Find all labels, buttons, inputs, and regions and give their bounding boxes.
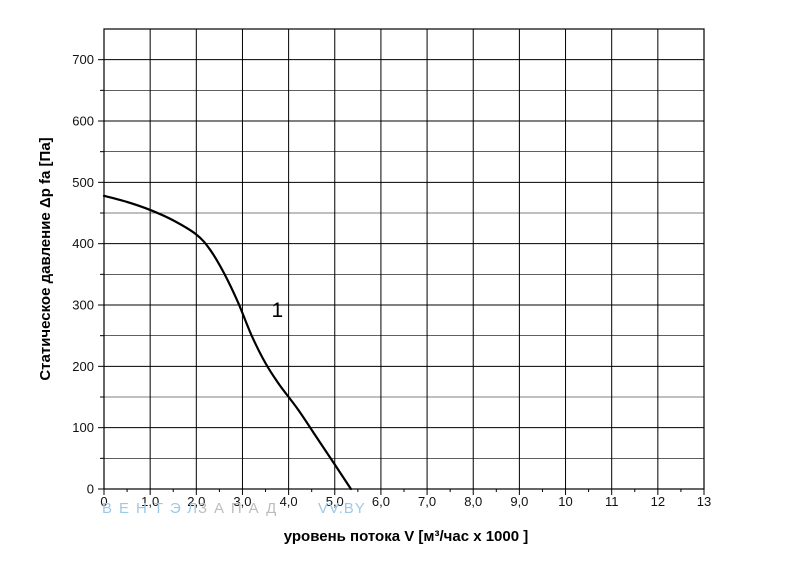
y-tick-label: 600 [72, 114, 94, 129]
x-tick-label: 2,0 [187, 494, 205, 509]
x-tick-label: 9,0 [510, 494, 528, 509]
x-tick-label: 5,0 [326, 494, 344, 509]
x-tick-label: 1,0 [141, 494, 159, 509]
y-tick-label: 400 [72, 236, 94, 251]
curve-label-1: 1 [272, 299, 284, 322]
x-tick-label: 12 [651, 494, 665, 509]
x-tick-label: 7,0 [418, 494, 436, 509]
y-tick-label: 300 [72, 298, 94, 313]
x-tick-label: 4,0 [280, 494, 298, 509]
y-tick-label: 0 [87, 482, 94, 497]
y-axis-title: Статическое давление Δp fa [Па] [37, 137, 54, 380]
watermark-part-2: ЗАПАД [198, 500, 283, 517]
x-tick-label: 3,0 [233, 494, 251, 509]
y-tick-label: 500 [72, 175, 94, 190]
x-tick-label: 0 [100, 494, 107, 509]
x-tick-label: 8,0 [464, 494, 482, 509]
series-line-1 [102, 194, 353, 491]
watermark-part-3: VV.BY [318, 500, 366, 517]
watermark: ВЕНТЭЛ ЗАПАД VV.BY [102, 500, 366, 517]
y-tick-label: 200 [72, 359, 94, 374]
y-tick-label: 700 [72, 52, 94, 67]
x-axis-title: уровень потока V [м³/час x 1000 ] [284, 528, 529, 545]
x-tick-label: 13 [697, 494, 711, 509]
x-tick-label: 11 [605, 494, 619, 509]
x-tick-label: 6,0 [372, 494, 390, 509]
x-tick-label: 10 [558, 494, 572, 509]
watermark-part-1: ВЕНТЭЛ [102, 500, 204, 517]
y-tick-label: 100 [72, 420, 94, 435]
